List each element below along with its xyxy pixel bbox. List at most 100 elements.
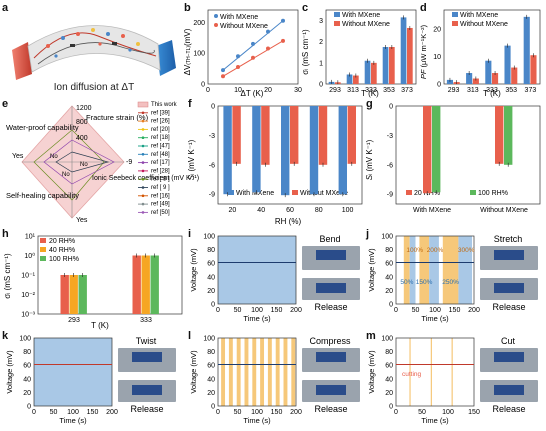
legend-marker: [141, 211, 145, 214]
y-tick-label: 20: [207, 390, 215, 397]
y-tick-label: 80: [23, 349, 31, 356]
panel-label-j: j: [366, 228, 370, 240]
legend-entry: ref [39]: [151, 110, 170, 116]
panel-b-ylabel: ΔV(TH−TL)(mV): [183, 28, 192, 75]
panel-subtitle: Release: [492, 404, 525, 414]
panel-a-illustration: Ion diffusion at ΔT: [8, 6, 180, 96]
plot-frame: [395, 105, 541, 205]
panel-m-svg: 0 20 40 60 80 100 0 50 100 150 Voltage (mV) Time (s…: [367, 336, 538, 425]
test-band: [442, 236, 459, 304]
legend-marker: [141, 144, 145, 148]
arrow-down-icon: [505, 271, 513, 278]
sample-image: [316, 352, 346, 362]
panel-h-ylabel: σi (mS cm⁻¹): [3, 253, 12, 299]
test-band: [252, 338, 257, 406]
x-tick-label: 313: [467, 87, 479, 94]
polymer-chain: [33, 32, 157, 59]
x-tick-label: 150: [271, 409, 283, 416]
data-point: [251, 41, 255, 46]
legend-marker: [141, 136, 145, 139]
panel-f-xlabel: RH (%): [275, 217, 302, 226]
bar: [69, 275, 78, 314]
panel-h-chart: σi (mS cm⁻¹) T (K) 20 RH% 40 RH% 100 RH%…: [3, 230, 186, 330]
test-band: [275, 338, 280, 406]
panel-m-chart: 0 20 40 60 80 100 0 50 100 150 Voltage (mV) Time (s…: [366, 332, 544, 430]
y-tick-label: 40: [385, 274, 393, 281]
y-axis-label: Voltage (mV): [189, 248, 198, 292]
bar: [353, 75, 359, 84]
y-tick-label: 60: [207, 261, 215, 268]
radar-tick: 400: [76, 135, 88, 142]
y-tick-label: 0: [27, 404, 31, 411]
legend-with-mxene: With MXene: [460, 12, 498, 19]
y-tick-label: 0: [389, 404, 393, 411]
y-axis-label: Voltage (mV): [189, 350, 198, 394]
x-tick-label: 150: [271, 307, 283, 314]
bar: [132, 255, 141, 314]
panel-i-chart: 0 20 40 60 80 100 0 50 100 150 200 Voltage (mV) Time…: [188, 230, 366, 330]
x-tick-label: Without MXene: [480, 207, 528, 214]
bar: [141, 255, 150, 314]
y-tick-label: 20: [23, 390, 31, 397]
panel-title: Cut: [501, 336, 516, 346]
sample-image: [494, 283, 524, 293]
y-tick-label: 10¹: [25, 234, 36, 241]
radar-yes: Yes: [76, 217, 88, 224]
panel-d-chart: PF (μW m⁻¹K⁻²) T (K) With MXene Without …: [419, 6, 544, 98]
bar: [309, 106, 319, 195]
bar: [466, 73, 473, 84]
x-tick-label: 100: [342, 207, 354, 214]
y-tick-label: 10⁰: [24, 252, 35, 260]
x-tick-label: 0: [32, 409, 36, 416]
y-tick-label: 60: [385, 363, 393, 370]
y-tick-label: 100: [381, 234, 393, 241]
x-tick-label: 200: [290, 307, 302, 314]
panel-l-svg: 0 20 40 60 80 100 0 50 100 150 200 Voltage (mV) Time…: [189, 336, 360, 425]
y-axis-label: Voltage (mV): [367, 248, 376, 292]
strain-label: 100%: [406, 247, 423, 254]
ion-diffusion-illustration: Ion diffusion at ΔT: [12, 25, 176, 93]
bar: [523, 16, 530, 84]
y-tick-label: 100: [193, 51, 205, 58]
panel-c-svg: σi (mS cm⁻¹) T (K) With MXene Without MX…: [301, 9, 417, 98]
legend-marker: [141, 202, 145, 206]
legend-entry: This work: [151, 102, 178, 108]
x-tick-label: 353: [505, 87, 517, 94]
bar: [432, 106, 441, 193]
panel-b-legend: With MXene Without MXene: [214, 14, 268, 30]
sample-image: [494, 385, 524, 395]
y-tick-label: 20: [385, 390, 393, 397]
legend-entry: ref [28]: [151, 168, 170, 174]
x-tick-label: 293: [448, 87, 460, 94]
x-tick-label: 150: [87, 409, 99, 416]
x-axis-label: Time (s): [421, 416, 449, 425]
y-tick-label: -6: [387, 162, 393, 169]
data-point: [281, 18, 285, 23]
x-tick-label: With MXene: [413, 207, 451, 214]
legend-without-mxene: Without MXene: [220, 23, 268, 30]
ions: [46, 28, 140, 58]
panel-b-xlabel: ΔT (K): [241, 89, 264, 98]
strain-label: 200%: [427, 247, 444, 254]
y-tick-label: 60: [23, 363, 31, 370]
data-point: [266, 29, 270, 34]
x-axis-label: Time (s): [59, 416, 87, 425]
panel-g-ylabel: Si (mV K⁻¹): [365, 139, 374, 180]
panel-subtitle: Release: [130, 404, 163, 414]
legend-entry: ref [ 8 ]: [151, 177, 170, 183]
test-band: [419, 236, 430, 304]
plot-frame: [217, 337, 297, 407]
y-tick-label: -9: [387, 192, 393, 199]
radar-tick: 800: [76, 119, 88, 126]
y-axis-label: Voltage (mV): [5, 350, 14, 394]
bar: [364, 60, 371, 84]
legend-entry: ref [48]: [151, 152, 170, 158]
bar: [423, 106, 432, 194]
y-tick-label: 20: [207, 288, 215, 295]
y-tick-label: 0: [389, 104, 393, 111]
panel-label-c: c: [302, 2, 309, 14]
data-point: [221, 74, 225, 79]
x-tick-label: 50: [50, 409, 58, 416]
panel-c-chart: σi (mS cm⁻¹) T (K) With MXene Without MX…: [301, 6, 420, 98]
y-tick-label: 60: [207, 363, 215, 370]
